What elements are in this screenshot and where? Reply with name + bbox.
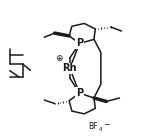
Text: P: P <box>76 39 83 48</box>
Text: 4: 4 <box>99 127 102 132</box>
Text: BF: BF <box>88 122 98 131</box>
Text: −: − <box>103 120 109 129</box>
Text: ⊕: ⊕ <box>55 54 62 63</box>
Text: Rh: Rh <box>63 63 77 73</box>
Text: P: P <box>76 88 83 98</box>
